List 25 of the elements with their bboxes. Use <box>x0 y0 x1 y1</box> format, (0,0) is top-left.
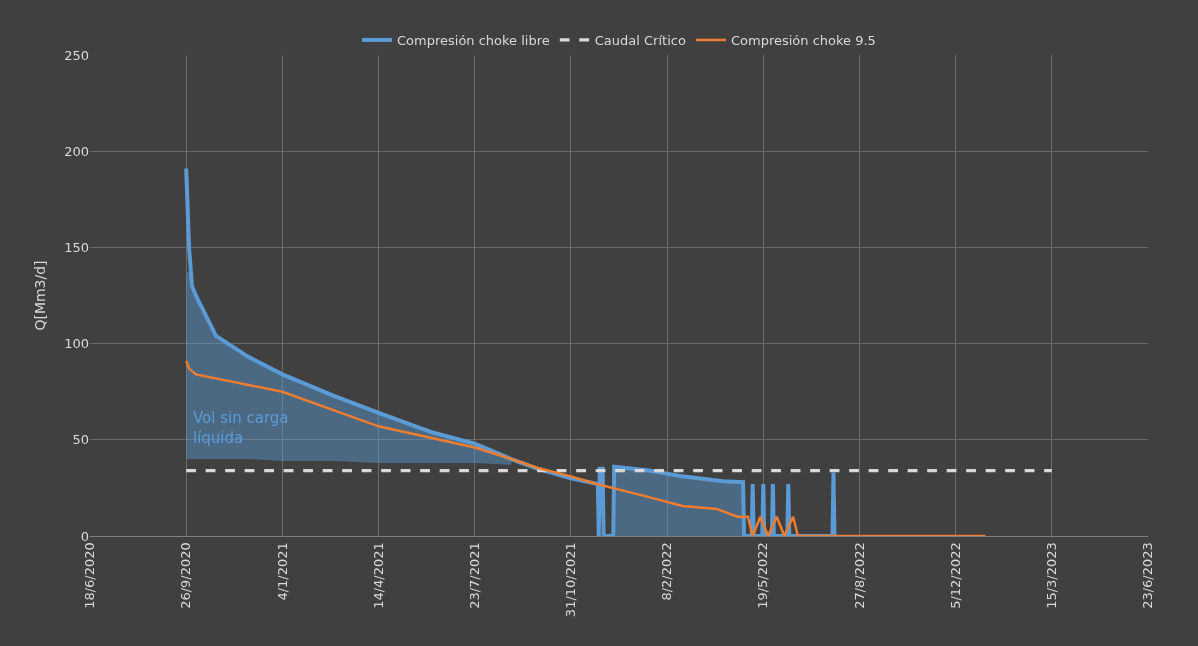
y-tick-label: 200 <box>64 143 89 159</box>
line-series <box>184 359 987 536</box>
y-tick-label: 150 <box>64 239 89 255</box>
x-tick-label: 14/4/2021 <box>370 542 386 609</box>
legend-label: Compresión choke 9.5 <box>730 33 876 49</box>
x-tick-label: 4/1/2021 <box>274 542 290 601</box>
x-tick-label: 31/10/2021 <box>563 542 579 618</box>
y-tick-label: 0 <box>80 528 89 544</box>
x-tick-label: 27/8/2022 <box>851 542 867 609</box>
x-tick-label: 23/7/2021 <box>466 542 482 609</box>
x-tick-label: 18/6/2020 <box>82 542 98 609</box>
y-axis-title: Q[Mm3/d] <box>31 260 48 331</box>
x-tick-label: 15/3/2023 <box>1044 542 1060 609</box>
x-tick-label: 23/6/2023 <box>1140 542 1156 609</box>
y-tick-label: 100 <box>64 336 89 352</box>
x-tick-label: 26/9/2020 <box>178 542 194 609</box>
legend-label: Caudal Crítico <box>594 33 686 49</box>
x-tick-label: 5/12/2022 <box>947 542 963 609</box>
y-tick-label: 250 <box>64 47 89 63</box>
y-tick-label: 50 <box>72 432 89 448</box>
x-tick-label: 8/2/2022 <box>659 542 675 601</box>
annotation: Vol sin carga líquida <box>193 409 289 447</box>
x-tick-label: 19/5/2022 <box>755 542 771 609</box>
legend-label: Compresión choke libre <box>397 33 550 49</box>
line-series <box>184 166 837 536</box>
